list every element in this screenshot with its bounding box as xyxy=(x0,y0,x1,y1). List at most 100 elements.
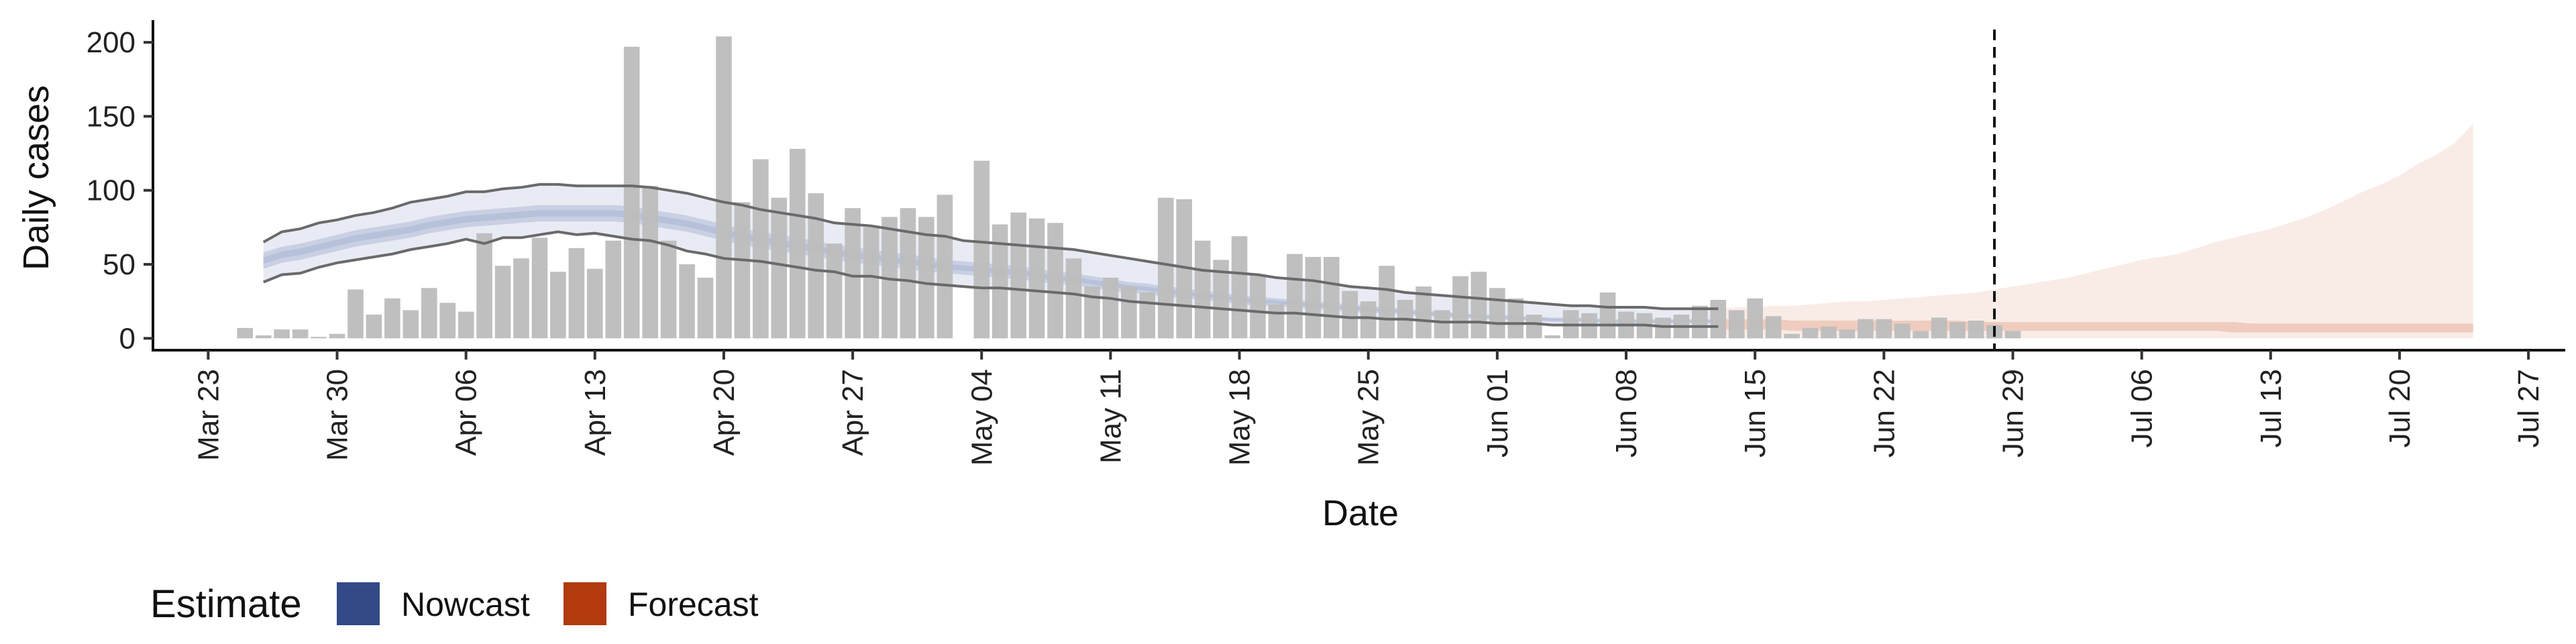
bar xyxy=(1839,329,1856,339)
y-tick-label: 150 xyxy=(87,100,136,133)
bar xyxy=(1028,218,1045,339)
bar xyxy=(1655,317,1671,339)
bar xyxy=(587,268,603,339)
bar xyxy=(494,266,511,339)
bar xyxy=(1802,327,1819,339)
x-tick-label: Apr 13 xyxy=(579,369,612,456)
bar xyxy=(1139,292,1156,339)
nowcast-mid-band xyxy=(263,205,1719,324)
bar xyxy=(679,264,695,339)
axes-layer: 0 50 100 150 200 Mar 23 Mar 30 Apr 06 Apr 13 Apr … xyxy=(87,20,2565,466)
x-axis-label: Date xyxy=(1322,493,1399,533)
x-tick-label: Jul 13 xyxy=(2255,369,2288,447)
x-tick-label: Jun 22 xyxy=(1868,369,1900,458)
bar xyxy=(1213,260,1229,339)
bar xyxy=(1010,212,1026,339)
bar xyxy=(1728,310,1745,339)
bar xyxy=(697,277,714,339)
bar xyxy=(1544,335,1560,339)
bar xyxy=(1747,298,1763,339)
x-tick-label: Mar 30 xyxy=(321,369,354,461)
x-tick-label: Jun 15 xyxy=(1739,369,1772,458)
bar xyxy=(1360,301,1377,339)
bar xyxy=(623,46,640,339)
bar xyxy=(402,310,419,339)
bar xyxy=(991,224,1008,339)
bar xyxy=(863,227,879,339)
bar xyxy=(881,217,898,339)
x-tick-label: May 25 xyxy=(1352,369,1385,466)
x-tick-label: Apr 27 xyxy=(837,369,869,456)
bar xyxy=(1158,197,1174,339)
bar xyxy=(1507,298,1524,339)
bar xyxy=(1434,310,1450,339)
bar xyxy=(329,333,345,339)
legend-swatch-forecast xyxy=(564,582,606,625)
x-tick-label: Apr 06 xyxy=(450,369,483,456)
bar xyxy=(642,186,658,339)
bar xyxy=(1047,223,1063,339)
bar xyxy=(1913,331,1929,339)
bar xyxy=(1121,286,1137,339)
bar xyxy=(1710,300,1727,339)
bar xyxy=(716,36,732,339)
y-tick-label: 0 xyxy=(119,322,136,355)
bar xyxy=(1268,304,1285,339)
forecast-outer-band xyxy=(1718,123,2473,339)
bar xyxy=(550,272,566,339)
y-tick-label: 50 xyxy=(103,248,136,281)
y-axis-label: Daily cases xyxy=(16,85,56,270)
bar xyxy=(347,289,364,339)
bar xyxy=(1894,323,1911,339)
bar xyxy=(1305,257,1322,339)
nowcast-upper-line xyxy=(262,182,1719,311)
bar xyxy=(1065,258,1082,339)
bar xyxy=(1470,272,1487,339)
x-tick-label: Jun 01 xyxy=(1481,369,1514,458)
legend-label-forecast: Forecast xyxy=(628,586,759,623)
bar xyxy=(237,327,253,339)
y-tick-label: 100 xyxy=(87,174,136,207)
legend-title: Estimate xyxy=(150,582,302,626)
bar xyxy=(973,160,990,339)
bar xyxy=(255,335,272,339)
x-tick-label: May 04 xyxy=(965,369,998,466)
bar xyxy=(1342,290,1358,339)
bar xyxy=(2004,331,2021,339)
bar xyxy=(458,311,474,339)
bar xyxy=(660,240,677,339)
x-tick-label: Jul 20 xyxy=(2383,369,2416,447)
bar xyxy=(568,248,585,339)
bar xyxy=(734,202,751,339)
bar xyxy=(439,303,455,339)
bar xyxy=(366,315,382,339)
bar xyxy=(1084,286,1100,339)
x-tick-label: Jun 08 xyxy=(1610,369,1643,458)
bar xyxy=(918,217,934,339)
bar xyxy=(790,148,806,339)
bar xyxy=(1692,305,1708,339)
bar xyxy=(1876,319,1892,339)
x-tick-label: Jul 27 xyxy=(2512,369,2545,447)
bar xyxy=(753,159,769,339)
bar xyxy=(531,237,548,339)
bar xyxy=(311,337,327,339)
bar xyxy=(936,195,953,339)
bar xyxy=(1931,317,1947,339)
x-tick-label: Jul 06 xyxy=(2126,369,2159,447)
legend-label-nowcast: Nowcast xyxy=(401,586,530,623)
bar xyxy=(1324,257,1340,339)
ci-lines-layer xyxy=(262,30,1996,350)
legend-swatch-nowcast xyxy=(337,582,380,625)
bar xyxy=(1176,199,1192,339)
bar xyxy=(1599,292,1616,339)
bar xyxy=(1379,266,1395,339)
bar xyxy=(513,258,529,339)
bar xyxy=(1968,320,1984,339)
bar xyxy=(1194,240,1211,339)
bars-layer xyxy=(237,36,2021,339)
bar xyxy=(1765,316,1782,339)
bar xyxy=(1858,319,1874,339)
bar xyxy=(771,197,788,339)
